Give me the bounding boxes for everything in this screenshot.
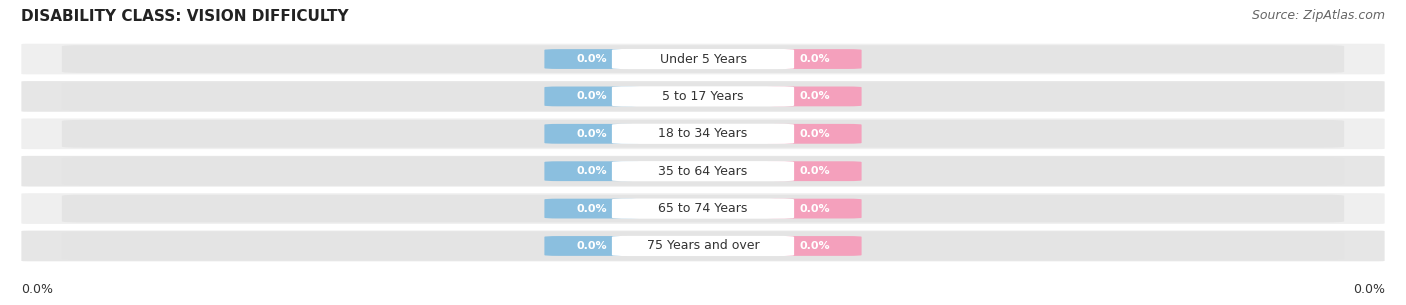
Text: 0.0%: 0.0% — [799, 92, 830, 102]
FancyBboxPatch shape — [21, 231, 1385, 261]
Text: 0.0%: 0.0% — [576, 54, 607, 64]
Text: DISABILITY CLASS: VISION DIFFICULTY: DISABILITY CLASS: VISION DIFFICULTY — [21, 9, 349, 24]
FancyBboxPatch shape — [768, 161, 862, 181]
Text: 0.0%: 0.0% — [21, 283, 53, 296]
FancyBboxPatch shape — [544, 199, 638, 218]
FancyBboxPatch shape — [62, 157, 1344, 185]
Text: 0.0%: 0.0% — [576, 241, 607, 251]
Text: 18 to 34 Years: 18 to 34 Years — [658, 127, 748, 140]
Text: 0.0%: 0.0% — [799, 129, 830, 139]
Text: 0.0%: 0.0% — [1353, 283, 1385, 296]
Text: 0.0%: 0.0% — [799, 241, 830, 251]
Text: Source: ZipAtlas.com: Source: ZipAtlas.com — [1251, 9, 1385, 22]
FancyBboxPatch shape — [62, 83, 1344, 110]
Text: 0.0%: 0.0% — [576, 129, 607, 139]
Text: 75 Years and over: 75 Years and over — [647, 239, 759, 253]
Text: 35 to 64 Years: 35 to 64 Years — [658, 165, 748, 178]
Text: 0.0%: 0.0% — [576, 166, 607, 176]
FancyBboxPatch shape — [544, 236, 638, 256]
FancyBboxPatch shape — [21, 81, 1385, 112]
FancyBboxPatch shape — [62, 120, 1344, 148]
Text: 0.0%: 0.0% — [576, 92, 607, 102]
FancyBboxPatch shape — [612, 161, 794, 181]
FancyBboxPatch shape — [612, 49, 794, 69]
FancyBboxPatch shape — [544, 124, 638, 144]
FancyBboxPatch shape — [544, 87, 638, 106]
FancyBboxPatch shape — [62, 195, 1344, 222]
FancyBboxPatch shape — [612, 236, 794, 256]
FancyBboxPatch shape — [768, 199, 862, 218]
FancyBboxPatch shape — [768, 124, 862, 144]
FancyBboxPatch shape — [544, 49, 638, 69]
Text: 0.0%: 0.0% — [799, 166, 830, 176]
Legend: Male, Female: Male, Female — [633, 304, 773, 305]
Text: Under 5 Years: Under 5 Years — [659, 52, 747, 66]
Text: 0.0%: 0.0% — [799, 54, 830, 64]
Text: 65 to 74 Years: 65 to 74 Years — [658, 202, 748, 215]
FancyBboxPatch shape — [768, 236, 862, 256]
FancyBboxPatch shape — [21, 156, 1385, 187]
FancyBboxPatch shape — [612, 124, 794, 144]
FancyBboxPatch shape — [768, 87, 862, 106]
Text: 0.0%: 0.0% — [576, 203, 607, 213]
FancyBboxPatch shape — [62, 232, 1344, 260]
FancyBboxPatch shape — [544, 161, 638, 181]
FancyBboxPatch shape — [21, 44, 1385, 74]
FancyBboxPatch shape — [768, 49, 862, 69]
FancyBboxPatch shape — [21, 118, 1385, 149]
FancyBboxPatch shape — [62, 45, 1344, 73]
Text: 5 to 17 Years: 5 to 17 Years — [662, 90, 744, 103]
FancyBboxPatch shape — [612, 199, 794, 219]
Text: 0.0%: 0.0% — [799, 203, 830, 213]
FancyBboxPatch shape — [21, 193, 1385, 224]
FancyBboxPatch shape — [612, 86, 794, 106]
